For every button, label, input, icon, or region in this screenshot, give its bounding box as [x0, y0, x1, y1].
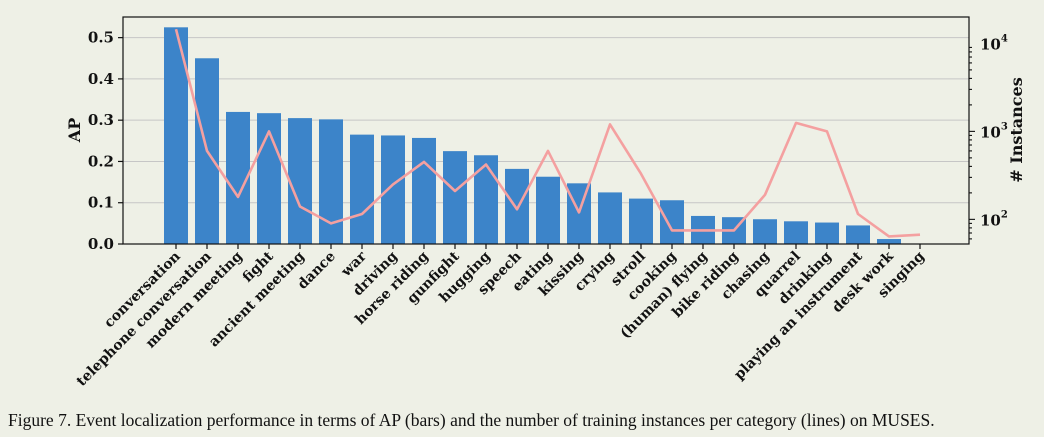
y2-tick-exponent: 2: [1001, 209, 1008, 220]
bar: [474, 155, 498, 244]
bar: [629, 198, 653, 244]
bar: [350, 134, 374, 244]
y2-axis-label: # Instances: [1007, 77, 1026, 182]
bar: [877, 239, 901, 244]
bar: [753, 219, 777, 244]
bar: [784, 221, 808, 244]
bar: [257, 113, 281, 244]
bar: [660, 200, 684, 244]
instances-line: [174, 28, 921, 238]
bar: [412, 137, 436, 244]
bar: [536, 176, 560, 244]
bar: [381, 135, 405, 244]
y-tick-label: 0.0: [88, 235, 114, 253]
bar: [443, 151, 467, 244]
y-axis-left: 0.0 0.1 0.2 0.3 0.4 0.5: [88, 29, 123, 253]
plot-frame: [122, 16, 970, 245]
bar: [846, 225, 870, 244]
figure-caption: Figure 7. Event localization performance…: [8, 410, 935, 430]
y-tick-label: 0.5: [88, 29, 114, 47]
y2-tick-label: 102: [980, 209, 1008, 229]
bar: [505, 168, 529, 244]
y-tick-label: 0.1: [88, 194, 114, 212]
y2-tick-base: 10: [980, 211, 1001, 229]
bar: [815, 222, 839, 244]
y2-tick-label: 104: [980, 33, 1008, 53]
bar: [288, 118, 312, 244]
y-tick-label: 0.2: [88, 152, 114, 170]
y-axis-label: AP: [65, 118, 84, 143]
y-tick-label: 0.4: [88, 70, 114, 88]
y2-tick-label: 103: [980, 121, 1008, 141]
instances-series-line: [174, 28, 921, 238]
y2-tick-exponent: 3: [1001, 121, 1008, 132]
bar: [319, 119, 343, 244]
bar: [598, 192, 622, 244]
y2-tick-base: 10: [980, 123, 1001, 141]
x-tick-label: telephone conversation: [74, 249, 215, 390]
y2-tick-base: 10: [980, 35, 1001, 53]
y-tick-label: 0.3: [88, 111, 114, 129]
y2-tick-exponent: 4: [1001, 33, 1008, 44]
